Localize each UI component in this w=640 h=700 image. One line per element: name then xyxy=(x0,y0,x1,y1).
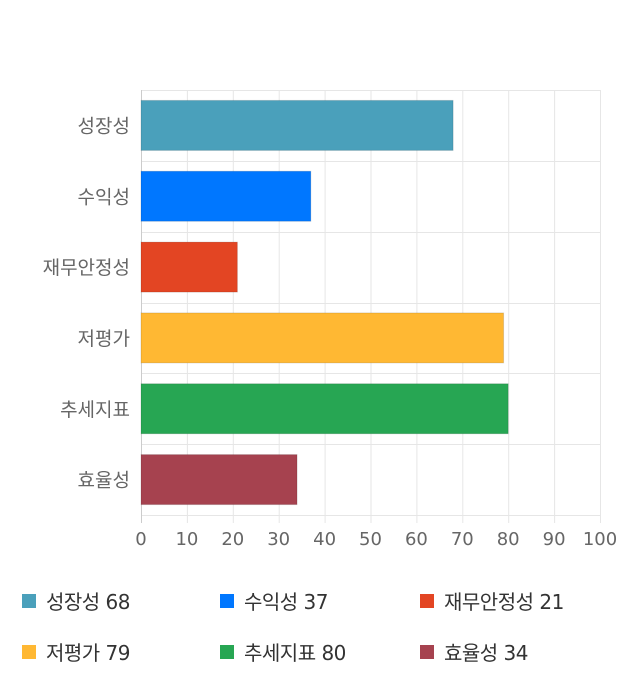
x-tick-label: 100 xyxy=(583,529,617,550)
bar-3 xyxy=(140,241,238,293)
bar-6 xyxy=(140,454,298,506)
category-label: 저평가 xyxy=(78,328,130,350)
legend-swatch xyxy=(220,593,234,608)
legend-label: 저평가 79 xyxy=(46,641,131,665)
x-tick-label: 0 xyxy=(135,529,146,550)
legend-item[interactable]: 효율성 34 xyxy=(420,637,529,666)
x-tick-label: 70 xyxy=(451,529,474,550)
legend-label: 효율성 34 xyxy=(444,641,529,665)
category-label: 효율성 xyxy=(78,470,130,492)
legend-swatch xyxy=(420,644,434,659)
legend-item[interactable]: 추세지표 80 xyxy=(220,637,346,666)
x-tick-label: 90 xyxy=(543,529,566,550)
legend-item[interactable]: 재무안정성 21 xyxy=(420,586,564,615)
x-tick-label: 30 xyxy=(267,529,290,550)
x-tick-label: 50 xyxy=(359,529,382,550)
x-tick-label: 60 xyxy=(405,529,428,550)
legend-swatch xyxy=(420,593,434,608)
x-tick-label: 40 xyxy=(313,529,336,550)
legend-label: 추세지표 80 xyxy=(244,641,346,665)
bar-5 xyxy=(140,383,509,435)
bar-1 xyxy=(140,99,454,151)
legend-swatch xyxy=(22,593,36,608)
bar-2 xyxy=(140,170,312,222)
x-tick-label: 20 xyxy=(221,529,244,550)
bar-4 xyxy=(140,312,505,364)
legend-item[interactable]: 수익성 37 xyxy=(220,586,329,615)
legend-label: 재무안정성 21 xyxy=(444,590,564,614)
category-label: 추세지표 xyxy=(60,399,130,421)
legend-label: 수익성 37 xyxy=(244,590,329,614)
legend-item[interactable]: 저평가 79 xyxy=(22,637,131,666)
legend-swatch xyxy=(22,644,36,659)
x-tick-label: 10 xyxy=(175,529,198,550)
category-label: 성장성 xyxy=(78,115,130,137)
legend-label: 성장성 68 xyxy=(46,590,131,614)
category-label: 수익성 xyxy=(78,186,130,208)
x-tick-label: 80 xyxy=(497,529,520,550)
legend-swatch xyxy=(220,644,234,659)
legend-item[interactable]: 성장성 68 xyxy=(22,586,131,615)
category-label: 재무안정성 xyxy=(43,257,130,279)
